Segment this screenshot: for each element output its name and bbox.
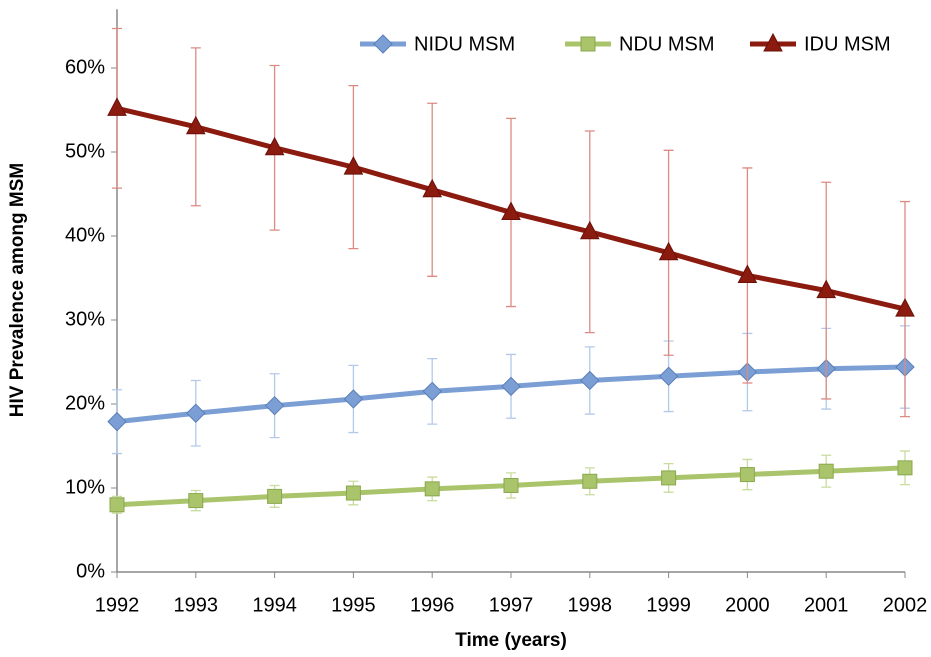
marker	[580, 370, 600, 391]
marker	[107, 411, 127, 432]
marker	[582, 473, 598, 489]
legend-marker	[373, 34, 393, 54]
marker	[501, 201, 521, 220]
x-tick-label: 1992	[95, 594, 140, 616]
marker	[109, 497, 125, 513]
x-tick-label: 1999	[646, 594, 691, 616]
y-tick-label: 50%	[65, 140, 105, 162]
marker	[345, 485, 361, 501]
marker	[737, 264, 758, 283]
marker	[818, 463, 834, 479]
marker	[267, 488, 283, 504]
x-axis-title: Time (years)	[455, 630, 567, 651]
marker	[107, 97, 127, 116]
marker	[185, 115, 206, 135]
marker	[422, 381, 442, 402]
y-tick-label: 0%	[76, 560, 105, 582]
x-tick-label: 1998	[568, 594, 613, 616]
marker	[424, 481, 440, 497]
marker	[186, 403, 206, 423]
y-tick-label: 20%	[65, 392, 105, 414]
marker	[658, 366, 679, 386]
x-tick-label: 2001	[804, 594, 849, 616]
x-tick-label: 1997	[489, 594, 534, 616]
x-tick-label: 1994	[252, 594, 297, 616]
y-tick-label: 10%	[65, 476, 105, 498]
x-tick-label: 1995	[331, 594, 376, 616]
x-tick-label: 1993	[174, 594, 219, 616]
marker	[895, 298, 915, 317]
legend-marker	[580, 36, 596, 52]
marker	[739, 467, 755, 483]
x-tick-label: 1996	[410, 594, 455, 616]
marker	[501, 376, 521, 397]
y-tick-label: 30%	[65, 308, 105, 330]
marker	[188, 493, 204, 509]
marker	[503, 477, 519, 493]
legend-marker	[763, 32, 783, 52]
marker	[658, 241, 679, 261]
marker	[816, 279, 837, 299]
y-tick-label: 60%	[65, 56, 105, 78]
marker	[343, 156, 364, 175]
legend-label: IDU MSM	[804, 33, 891, 55]
legend-label: NDU MSM	[619, 33, 715, 55]
y-axis-title: HIV Prevalence among MSM	[7, 163, 28, 417]
marker	[422, 178, 443, 198]
marker	[264, 136, 285, 156]
marker	[661, 470, 677, 486]
marker	[264, 395, 285, 416]
x-tick-label: 2000	[725, 594, 770, 616]
y-tick-label: 40%	[65, 224, 105, 246]
marker	[897, 460, 913, 476]
marker	[579, 220, 600, 240]
marker	[343, 389, 364, 409]
legend-label: NIDU MSM	[414, 33, 515, 55]
x-tick-label: 2002	[883, 594, 928, 616]
